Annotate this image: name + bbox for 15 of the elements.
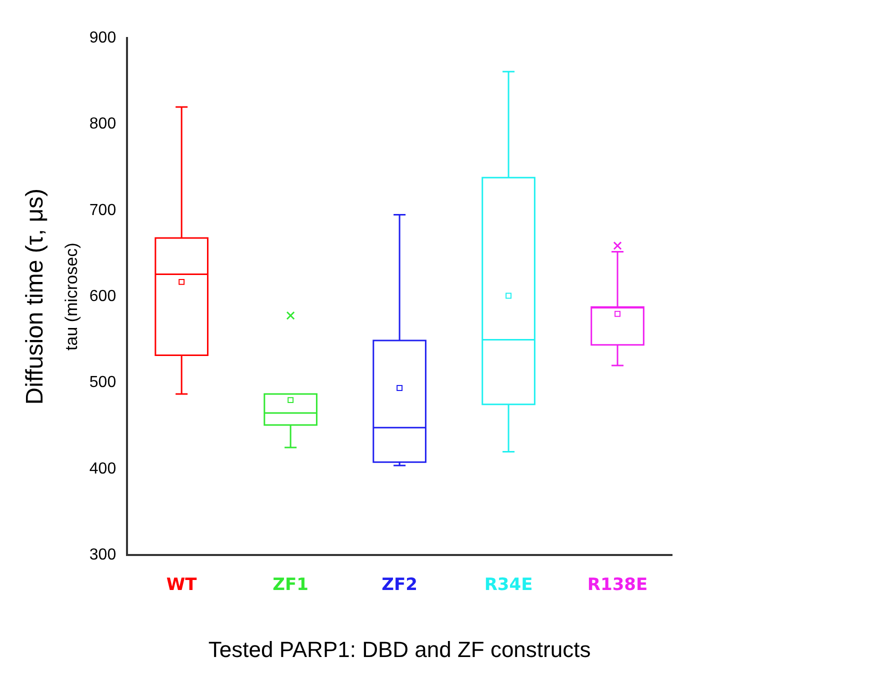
y-tick-label: 600 xyxy=(89,288,116,306)
x-tick-label: R138E xyxy=(587,574,648,595)
y-tick-label: 900 xyxy=(89,29,116,46)
text: Diffusion time (τ, μs) xyxy=(22,188,49,405)
y-tick-label: 800 xyxy=(89,116,116,133)
y-tick-label: 400 xyxy=(89,460,116,478)
y-tick-label: 700 xyxy=(89,202,116,219)
x-axis-title: Tested PARP1: DBD and ZF constructs xyxy=(208,636,591,662)
y-axis-title: tau (microsec) xyxy=(62,242,81,350)
y-tick-label: 500 xyxy=(89,374,116,392)
y-tick-label: 300 xyxy=(89,546,116,564)
x-tick-label: ZF2 xyxy=(382,574,418,595)
x-tick-label: R34E xyxy=(484,574,533,595)
x-tick-label: WT xyxy=(166,574,198,595)
x-tick-label: ZF1 xyxy=(272,574,308,595)
